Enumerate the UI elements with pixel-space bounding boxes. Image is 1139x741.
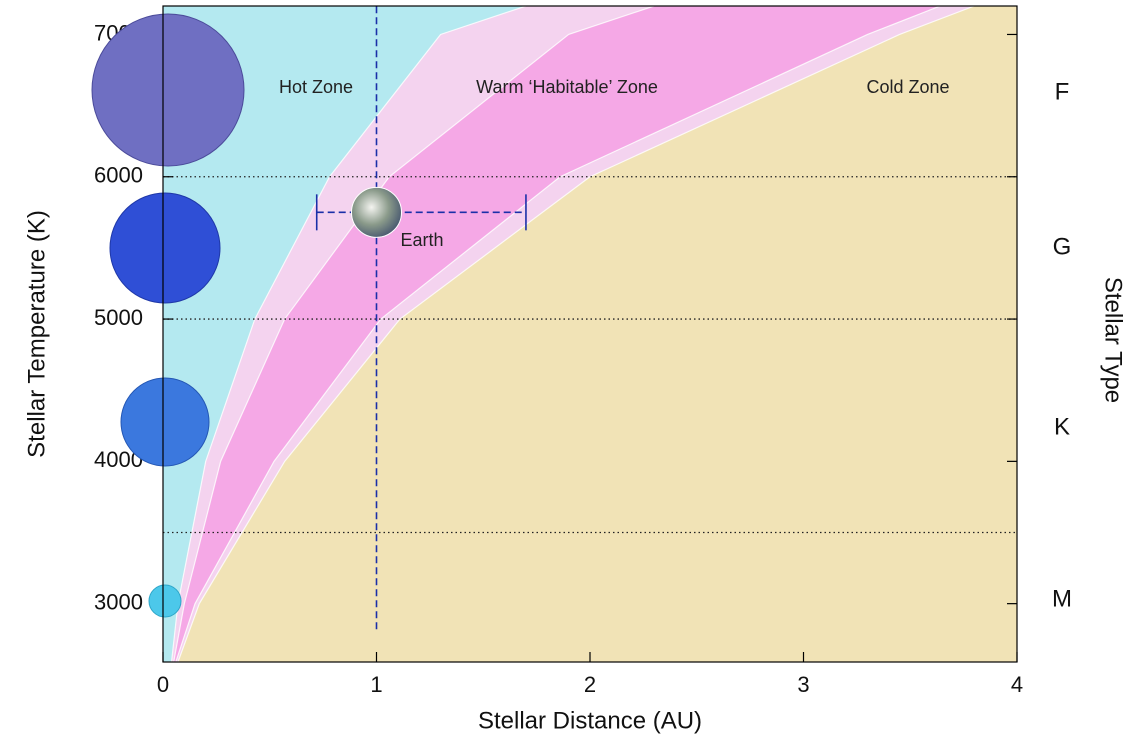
- zone-label: Cold Zone: [866, 77, 949, 97]
- earth-point: [352, 187, 402, 237]
- zone-label: Hot Zone: [279, 77, 353, 97]
- star-m: [149, 585, 181, 617]
- x-tick-label: 2: [584, 672, 596, 697]
- y-axis-title: Stellar Temperature (K): [23, 210, 50, 458]
- star-g: [110, 193, 220, 303]
- x-tick-label: 1: [370, 672, 382, 697]
- x-tick-label: 3: [797, 672, 809, 697]
- zone-label: Warm ‘Habitable’ Zone: [476, 77, 658, 97]
- star-k: [121, 378, 209, 466]
- y2-axis-title: Stellar Type: [1100, 277, 1127, 403]
- y-tick-label: 3000: [94, 589, 143, 614]
- stellar-type: K: [1054, 413, 1070, 440]
- y-tick-label: 6000: [94, 163, 143, 188]
- point-label: Earth: [401, 230, 444, 250]
- chart: Hot Zone Warm ‘Habitable’ Zone Cold Zone Ea…: [0, 0, 1139, 741]
- x-axis-title: Stellar Distance (AU): [478, 707, 702, 734]
- stellar-type: F: [1055, 78, 1070, 105]
- stellar-type: G: [1053, 233, 1072, 260]
- x-tick-label: 4: [1011, 672, 1023, 697]
- x-tick-label: 0: [157, 672, 169, 697]
- star-f: [92, 14, 244, 166]
- plot-area: [158, 6, 1022, 662]
- stellar-type: M: [1052, 585, 1072, 612]
- y-tick-label: 5000: [94, 305, 143, 330]
